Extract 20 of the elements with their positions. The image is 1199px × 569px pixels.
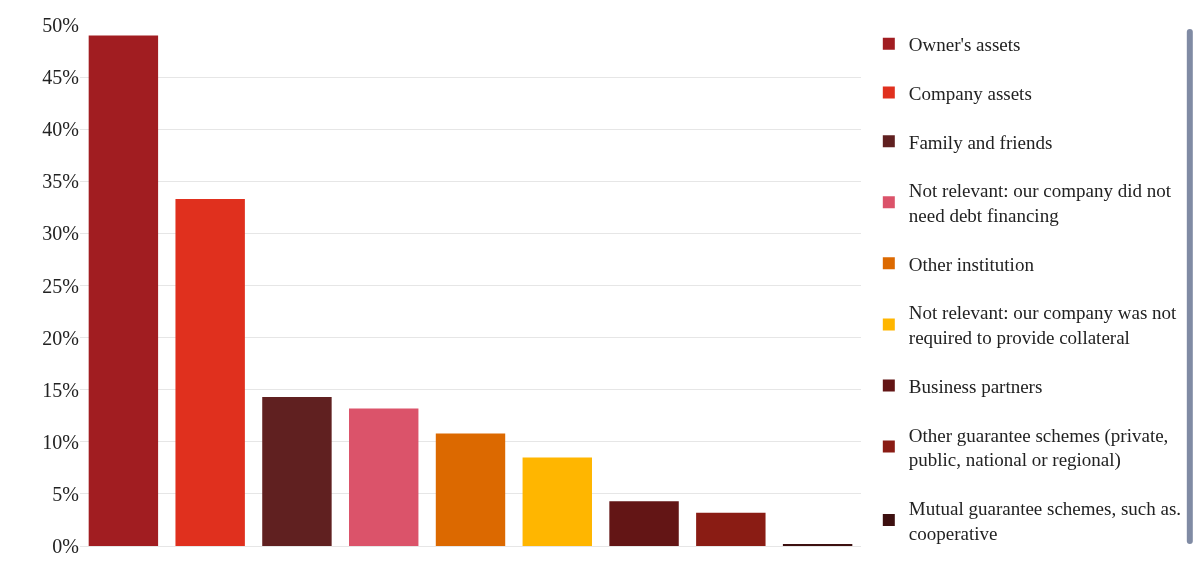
y-tick-label: 20% xyxy=(42,326,79,349)
y-tick-label: 0% xyxy=(52,535,79,557)
y-tick-label: 45% xyxy=(42,66,79,89)
legend-label: Owner's assets xyxy=(908,34,1021,56)
y-tick-label: 25% xyxy=(42,274,79,297)
y-tick-label: 40% xyxy=(42,118,79,141)
y-tick-label: 10% xyxy=(42,430,79,453)
legend-label: Not relevant: our company was not required to provide collateral xyxy=(908,302,1178,349)
y-tick-label: 15% xyxy=(42,378,79,401)
y-tick-label: 5% xyxy=(52,482,79,505)
legend-label: Not relevant: our company did not need debt financing xyxy=(908,180,1172,227)
legend-label: Business partners xyxy=(908,375,1043,397)
legend-label: Other institution xyxy=(908,253,1035,275)
y-tick-label: 35% xyxy=(42,170,79,193)
legend-label: Mutual guarantee schemes, such as. cooperative xyxy=(908,497,1182,544)
legend-label: Company assets xyxy=(908,82,1032,104)
y-tick-label: 30% xyxy=(42,222,79,245)
legend-label: Family and friends xyxy=(908,131,1053,153)
y-tick-label: 50% xyxy=(42,14,79,36)
legend-label: Other guarantee schemes (private, public, national or regional) xyxy=(908,424,1169,472)
